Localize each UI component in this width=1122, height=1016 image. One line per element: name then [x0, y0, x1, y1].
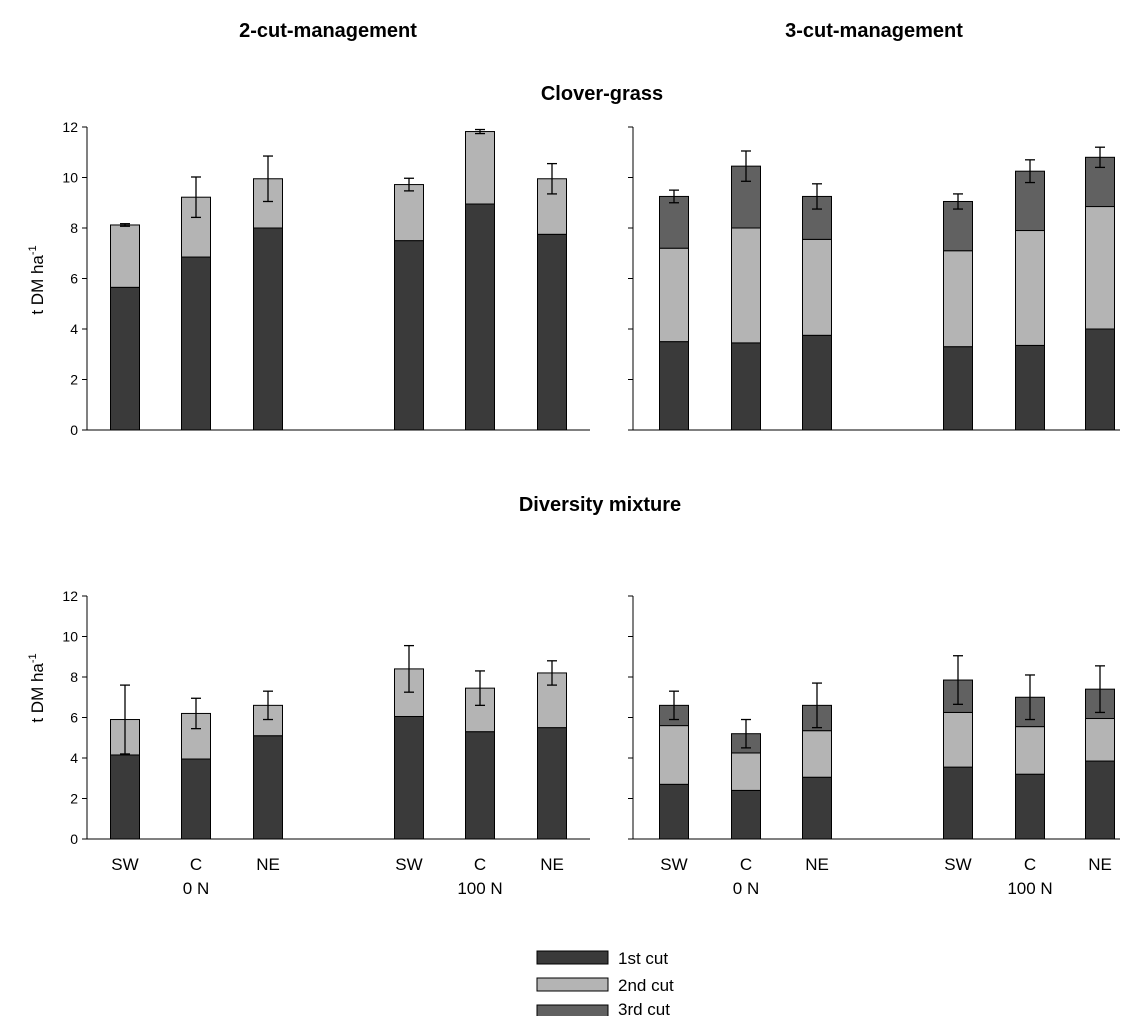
- bar-segment-2nd-cut: [731, 227, 761, 344]
- bar-segment-1st-cut: [659, 341, 689, 431]
- x-tick-label: NE: [540, 855, 564, 874]
- svg-text:t DM ha-1: t DM ha-1: [27, 653, 47, 722]
- panel-clover-grass-2cut: 0 2 4 6 8 10 12: [62, 119, 590, 438]
- column-title-3cut: 3-cut-management: [785, 20, 963, 42]
- legend-label-1st-cut: 1st cut: [618, 949, 668, 968]
- bar-segment-2nd-cut: [1015, 726, 1045, 775]
- y-axis-label-superscript: -1: [27, 653, 39, 663]
- x-tick-label: SW: [395, 855, 422, 874]
- x-tick-label: C: [740, 855, 752, 874]
- legend-swatch-1st-cut: [536, 950, 609, 965]
- bar-segment-1st-cut: [394, 715, 424, 840]
- y-tick-label: 8: [70, 669, 78, 685]
- bar-segment-2nd-cut: [731, 752, 761, 791]
- row-title-diversity-mixture: Diversity mixture: [519, 494, 681, 516]
- bar-segment-1st-cut: [1015, 344, 1045, 431]
- bar-segment-1st-cut: [802, 776, 832, 840]
- bar-segment-1st-cut: [731, 342, 761, 431]
- legend-label-2nd-cut: 2nd cut: [618, 976, 674, 995]
- bar-segment-2nd-cut: [465, 131, 495, 205]
- y-tick-label: 4: [70, 321, 78, 337]
- bar-segment-1st-cut: [465, 203, 495, 431]
- bar-segment-2nd-cut: [1015, 230, 1045, 346]
- x-tick-label: C: [1024, 855, 1036, 874]
- bar-segment-1st-cut: [110, 754, 140, 840]
- bar-segment-2nd-cut: [943, 250, 973, 348]
- x-tick-label: SW: [944, 855, 971, 874]
- y-tick-label: 2: [70, 791, 78, 807]
- bar-segment-2nd-cut: [802, 238, 832, 336]
- bar-segment-2nd-cut: [1085, 206, 1115, 330]
- legend-label-3rd-cut: 3rd cut: [618, 1000, 670, 1016]
- y-axis-label-top: t DM ha-1: [27, 245, 47, 314]
- bar-segment-1st-cut: [253, 735, 283, 840]
- y-axis-label-text: t DM ha: [28, 663, 47, 723]
- bar-segment-1st-cut: [1015, 773, 1045, 840]
- bar-segment-2nd-cut: [659, 725, 689, 785]
- bar-segment-1st-cut: [253, 227, 283, 431]
- bar-segment-1st-cut: [394, 240, 424, 431]
- bar-segment-1st-cut: [537, 727, 567, 840]
- y-tick-label: 10: [62, 629, 78, 645]
- y-tick-label: 0: [70, 422, 78, 438]
- group-label-0n-right: 0 N: [733, 879, 759, 898]
- group-label-0n-left: 0 N: [183, 879, 209, 898]
- y-tick-label: 0: [70, 831, 78, 847]
- legend: 1st cut 2nd cut 3rd cut: [536, 949, 674, 1016]
- y-axis-label-superscript: -1: [27, 245, 39, 255]
- legend-swatch-3rd-cut: [536, 1004, 609, 1016]
- bar-segment-2nd-cut: [943, 711, 973, 768]
- panel-diversity-mixture-2cut: 0 2 4 6 8 10 12 SW C NE SW C NE: [62, 588, 590, 874]
- x-tick-label: C: [190, 855, 202, 874]
- bar-segment-1st-cut: [181, 758, 211, 840]
- svg-text:t DM ha-1: t DM ha-1: [27, 245, 47, 314]
- bar-segment-3rd-cut: [659, 195, 689, 249]
- bar-segment-1st-cut: [802, 334, 832, 431]
- panel-clover-grass-3cut: [628, 126, 1120, 431]
- x-tick-label: NE: [805, 855, 829, 874]
- row-title-clover-grass: Clover-grass: [541, 83, 663, 105]
- y-tick-label: 10: [62, 170, 78, 186]
- x-tick-label: NE: [1088, 855, 1112, 874]
- y-tick-label: 6: [70, 710, 78, 726]
- y-axis-label-bottom: t DM ha-1: [27, 653, 47, 722]
- bar-segment-1st-cut: [465, 731, 495, 840]
- bar-segment-2nd-cut: [802, 730, 832, 778]
- bar-segment-1st-cut: [181, 256, 211, 431]
- bar-segment-1st-cut: [943, 346, 973, 431]
- bar-segment-1st-cut: [943, 766, 973, 840]
- bar-segment-1st-cut: [537, 233, 567, 431]
- y-tick-label: 2: [70, 372, 78, 388]
- y-tick-label: 6: [70, 271, 78, 287]
- bar-segment-2nd-cut: [394, 184, 424, 242]
- bar-segment-2nd-cut: [659, 247, 689, 343]
- x-tick-label: NE: [256, 855, 280, 874]
- column-title-2cut: 2-cut-management: [239, 20, 417, 42]
- bar-segment-2nd-cut: [110, 224, 140, 288]
- bar-segment-1st-cut: [731, 789, 761, 840]
- bar-segment-1st-cut: [1085, 760, 1115, 840]
- bar-segment-3rd-cut: [731, 165, 761, 229]
- bar-segment-2nd-cut: [1085, 718, 1115, 762]
- y-tick-label: 8: [70, 220, 78, 236]
- bar-segment-1st-cut: [110, 286, 140, 431]
- bar-segment-1st-cut: [659, 783, 689, 840]
- panel-diversity-mixture-3cut: SW C NE SW C NE: [628, 595, 1120, 874]
- y-tick-label: 12: [62, 119, 78, 135]
- x-tick-label: SW: [111, 855, 138, 874]
- x-tick-label: C: [474, 855, 486, 874]
- group-label-100n-right: 100 N: [1007, 879, 1052, 898]
- y-tick-label: 4: [70, 750, 78, 766]
- group-label-100n-left: 100 N: [457, 879, 502, 898]
- y-tick-label: 12: [62, 588, 78, 604]
- legend-swatch-2nd-cut: [536, 977, 609, 992]
- x-tick-label: SW: [660, 855, 687, 874]
- y-axis-label-text: t DM ha: [28, 255, 47, 315]
- bar-segment-1st-cut: [1085, 328, 1115, 431]
